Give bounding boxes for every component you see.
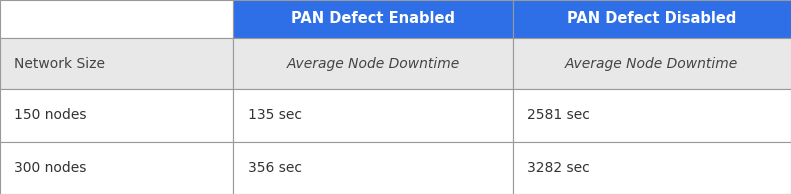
Bar bbox=[513, 142, 791, 194]
Bar bbox=[233, 142, 513, 194]
Bar bbox=[0, 89, 233, 142]
Text: 356 sec: 356 sec bbox=[248, 161, 301, 175]
Bar bbox=[0, 142, 233, 194]
Text: Average Node Downtime: Average Node Downtime bbox=[565, 56, 739, 71]
Bar bbox=[0, 38, 233, 89]
Text: 135 sec: 135 sec bbox=[248, 108, 301, 122]
Text: Network Size: Network Size bbox=[14, 56, 105, 71]
Bar bbox=[0, 0, 233, 38]
Bar bbox=[233, 89, 513, 142]
Text: 150 nodes: 150 nodes bbox=[14, 108, 87, 122]
Text: PAN Defect Enabled: PAN Defect Enabled bbox=[291, 11, 455, 26]
Text: PAN Defect Disabled: PAN Defect Disabled bbox=[567, 11, 736, 26]
Bar bbox=[513, 89, 791, 142]
Bar bbox=[233, 38, 513, 89]
Bar bbox=[233, 0, 513, 38]
Text: 3282 sec: 3282 sec bbox=[527, 161, 589, 175]
Text: 2581 sec: 2581 sec bbox=[527, 108, 589, 122]
Text: 300 nodes: 300 nodes bbox=[14, 161, 86, 175]
Bar bbox=[513, 0, 791, 38]
Bar bbox=[513, 38, 791, 89]
Text: Average Node Downtime: Average Node Downtime bbox=[286, 56, 460, 71]
